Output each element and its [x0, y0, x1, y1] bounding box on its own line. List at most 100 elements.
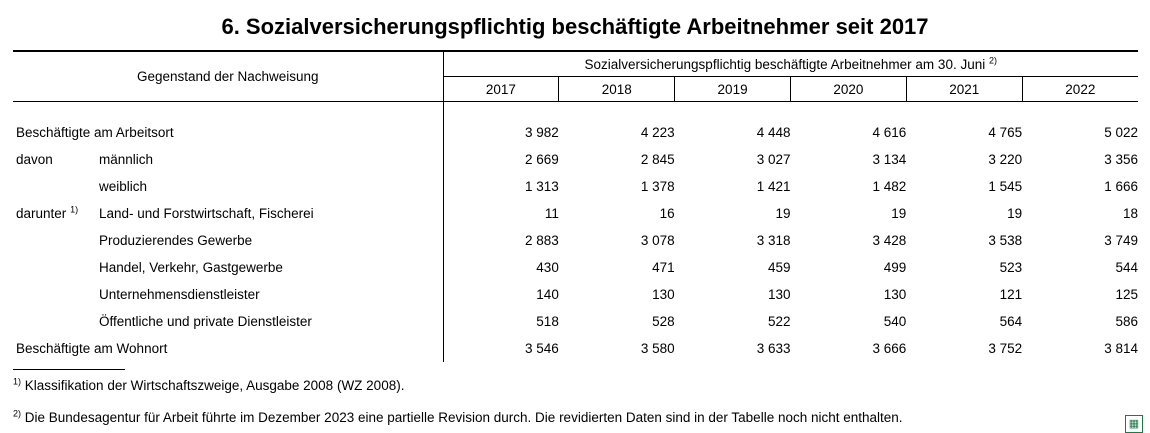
- row-label-cell: Öffentliche und private Dienstleister: [13, 308, 444, 335]
- value-cell: 130: [767, 287, 791, 302]
- row-label: Handel, Verkehr, Gastgewerbe: [99, 260, 283, 275]
- spacer-label-cell: [13, 101, 444, 119]
- value-cell: 3 982: [525, 125, 559, 140]
- footnote-text: Klassifikation der Wirtschaftszweige, Au…: [24, 378, 405, 393]
- value-cell: 4 616: [872, 125, 907, 140]
- value-cell: 1 378: [640, 179, 675, 194]
- row-label-cell: Handel, Verkehr, Gastgewerbe: [13, 254, 444, 281]
- table-header: Gegenstand der Nachweisung Sozialversich…: [13, 50, 1138, 120]
- footnote: 2) Die Bundesagentur für Arbeit führte i…: [13, 409, 903, 425]
- value-cell: 1 313: [525, 179, 559, 194]
- footnote: 1) Klassifikation der Wirtschaftszweige,…: [13, 376, 405, 393]
- row-label-cell: Beschäftigte am Wohnort: [13, 335, 444, 362]
- row-prefix: davon: [16, 152, 53, 167]
- value-cell: 3 749: [1104, 233, 1138, 248]
- row-label: Beschäftigte am Arbeitsort: [16, 125, 174, 140]
- value-cell: 130: [883, 287, 907, 302]
- year-header-row: 2017 2018 2019 2020 2021 2022: [13, 76, 1138, 102]
- row-label-cell: davon männlich: [13, 146, 444, 173]
- value-cell: 544: [1115, 260, 1138, 275]
- excel-export-icon[interactable]: ▦: [1125, 415, 1143, 433]
- value-cell: 2 883: [525, 233, 559, 248]
- footnote-divider: [13, 369, 125, 370]
- value-cell: 16: [659, 206, 675, 221]
- value-cell: 125: [1115, 287, 1138, 302]
- value-cell: 3 633: [756, 341, 791, 356]
- row-label-cell: darunter 1) Land- und Forstwirtschaft, F…: [13, 200, 444, 227]
- value-cell: 2 669: [525, 152, 559, 167]
- table-title: 6. Sozialversicherungspflichtig beschäft…: [221, 14, 929, 39]
- value-cell: 3 220: [988, 152, 1023, 167]
- row-prefix: darunter: [16, 206, 67, 221]
- value-cell: 430: [536, 260, 559, 275]
- row-label-cell: Unternehmensdienstleister: [13, 281, 444, 308]
- value-cell: 19: [775, 206, 791, 221]
- value-cell: 3 580: [640, 341, 675, 356]
- value-cell: 523: [999, 260, 1023, 275]
- table-row: Handel, Verkehr, Gastgewerbe 430 471 459…: [13, 254, 1138, 281]
- value-cell: 1 545: [988, 179, 1023, 194]
- row-label-cell: weiblich: [13, 173, 444, 200]
- value-cell: 18: [1122, 206, 1138, 221]
- employment-table: Gegenstand der Nachweisung Sozialversich…: [13, 50, 1138, 362]
- spacer-row: [13, 101, 1138, 120]
- value-cell: 586: [1115, 314, 1138, 329]
- value-cell: 1 421: [756, 179, 791, 194]
- group-header-footnote-mark: 2): [988, 55, 997, 65]
- value-cell: 1 482: [872, 179, 907, 194]
- value-cell: 499: [883, 260, 907, 275]
- row-label: Land- und Forstwirtschaft, Fischerei: [99, 206, 314, 221]
- value-cell: 3 752: [988, 341, 1023, 356]
- value-cell: 19: [891, 206, 907, 221]
- value-cell: 4 448: [756, 125, 791, 140]
- value-cell: 3 356: [1104, 152, 1138, 167]
- table-row: Öffentliche und private Dienstleister 51…: [13, 308, 1138, 335]
- value-cell: 140: [536, 287, 559, 302]
- row-label-cell: Produzierendes Gewerbe: [13, 227, 444, 254]
- row-label: männlich: [99, 152, 154, 167]
- year-header: 2020: [789, 76, 907, 102]
- label-column-header: Gegenstand der Nachweisung: [13, 50, 444, 102]
- value-cell: 3 546: [525, 341, 559, 356]
- value-cell: 528: [652, 314, 675, 329]
- value-cell: 3 814: [1104, 341, 1138, 356]
- group-header-text: Sozialversicherungspflichtig beschäftigt…: [584, 56, 986, 72]
- year-header: 2018: [558, 76, 675, 102]
- year-header: 2017: [443, 76, 559, 102]
- row-label-cell: Beschäftigte am Arbeitsort: [13, 119, 444, 146]
- row-label: Produzierendes Gewerbe: [99, 233, 253, 248]
- value-cell: 1 666: [1104, 179, 1138, 194]
- table-row: Beschäftigte am Arbeitsort 3 982 4 223 4…: [13, 119, 1138, 146]
- value-cell: 3 134: [872, 152, 907, 167]
- row-label: weiblich: [99, 179, 148, 194]
- spacer-value-cell: [443, 102, 1138, 120]
- row-label: Unternehmensdienstleister: [99, 287, 260, 302]
- value-cell: 11: [544, 206, 559, 221]
- row-label: Öffentliche und private Dienstleister: [99, 314, 312, 329]
- table-row: davon männlich 2 669 2 845 3 027 3 134 3…: [13, 146, 1138, 173]
- row-prefix-wrap: darunter 1): [16, 205, 78, 221]
- footnote-text: Die Bundesagentur für Arbeit führte im D…: [24, 410, 903, 425]
- value-cell: 3 027: [756, 152, 791, 167]
- value-cell: 459: [767, 260, 791, 275]
- value-cell: 471: [652, 260, 675, 275]
- value-cell: 564: [999, 314, 1023, 329]
- group-header: Sozialversicherungspflichtig beschäftigt…: [443, 50, 1138, 77]
- value-cell: 3 078: [640, 233, 675, 248]
- value-cell: 518: [536, 314, 559, 329]
- footnote-mark: 1): [13, 376, 22, 387]
- year-header: 2019: [674, 76, 791, 102]
- value-cell: 4 765: [988, 125, 1023, 140]
- table-body: Beschäftigte am Arbeitsort 3 982 4 223 4…: [13, 119, 1138, 362]
- value-cell: 3 318: [756, 233, 791, 248]
- value-cell: 3 428: [872, 233, 907, 248]
- value-cell: 2 845: [640, 152, 675, 167]
- value-cell: 121: [999, 287, 1023, 302]
- table-row: Unternehmensdienstleister 140 130 130 13…: [13, 281, 1138, 308]
- value-cell: 5 022: [1104, 125, 1138, 140]
- table-row: Beschäftigte am Wohnort 3 546 3 580 3 63…: [13, 335, 1138, 362]
- value-cell: 540: [883, 314, 907, 329]
- year-header: 2022: [1021, 76, 1138, 102]
- table-row: Produzierendes Gewerbe 2 883 3 078 3 318…: [13, 227, 1138, 254]
- value-cell: 522: [767, 314, 791, 329]
